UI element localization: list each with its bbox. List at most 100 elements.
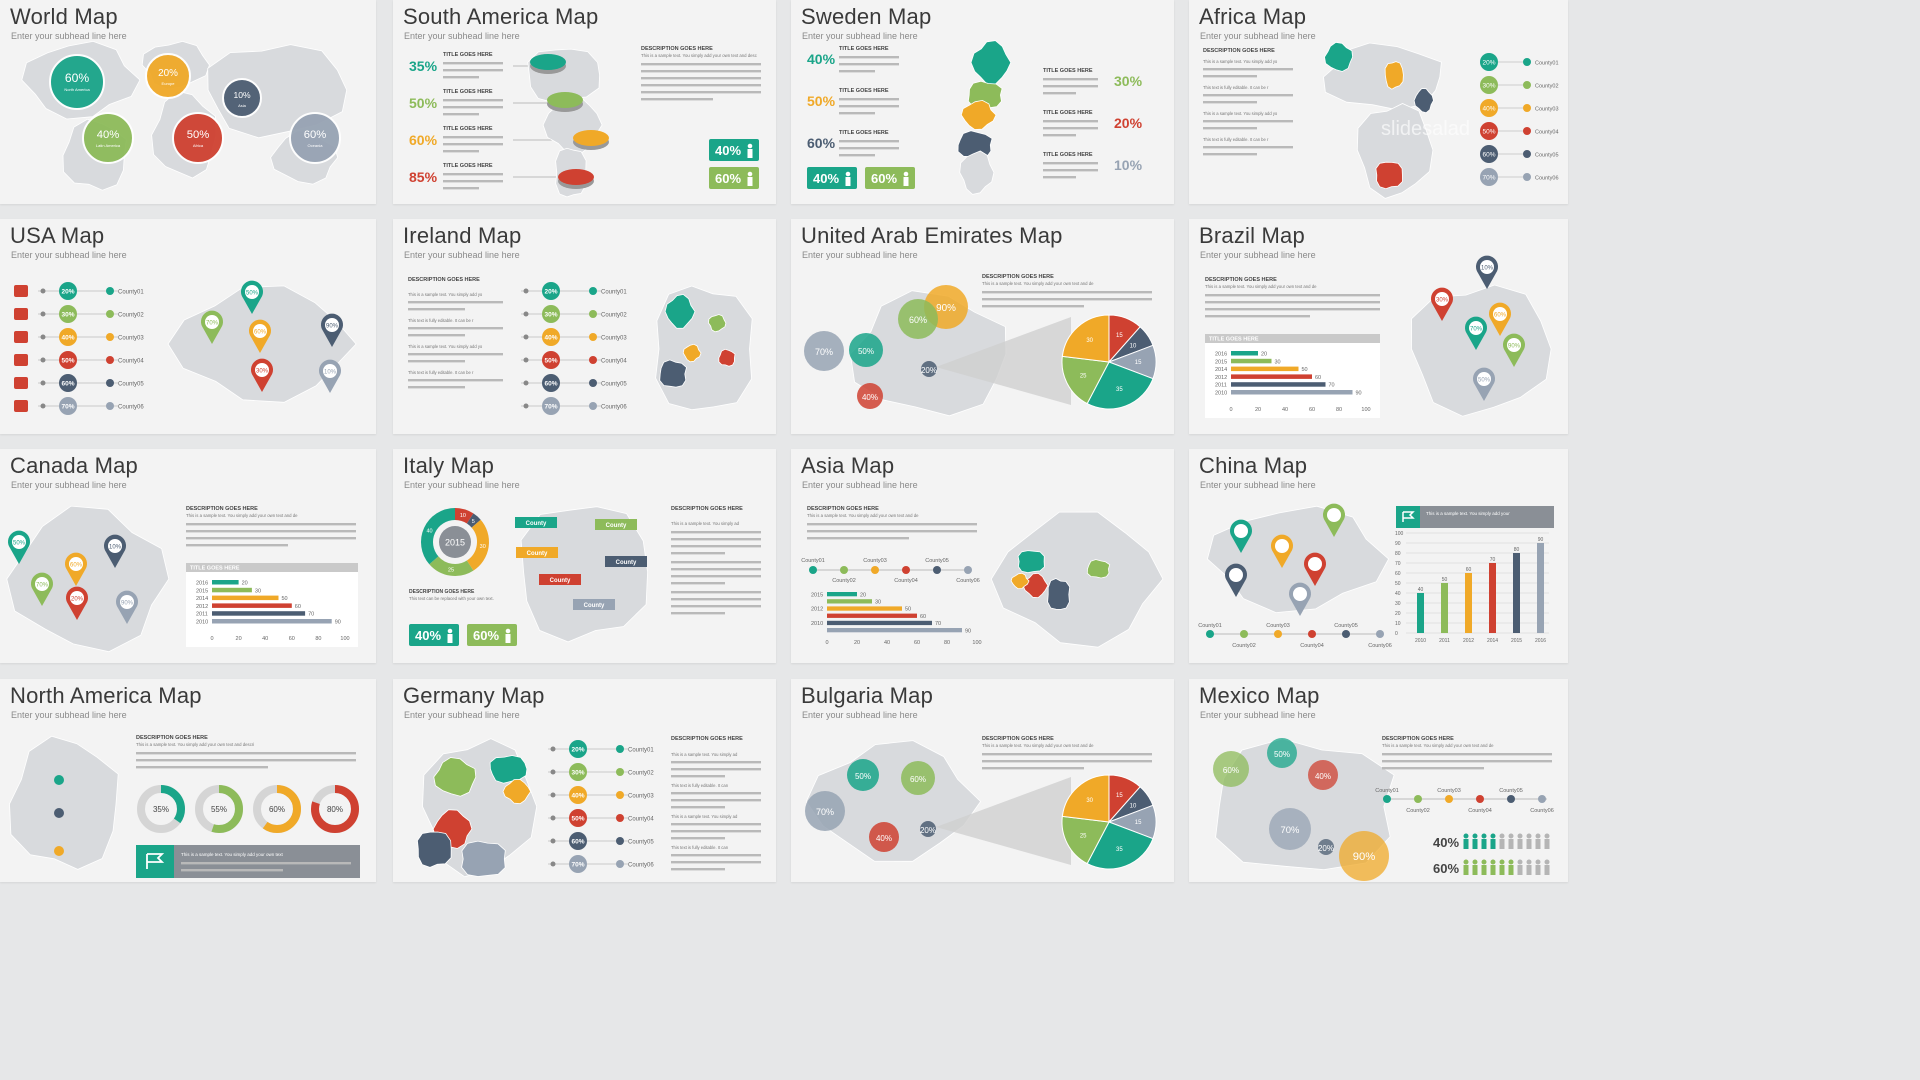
- row-dot: [40, 288, 46, 294]
- county-dot: [616, 745, 624, 753]
- slide-germany-map[interactable]: Germany Map Enter your subhead line here…: [393, 679, 776, 882]
- data-bar: [212, 611, 306, 616]
- description-line: [671, 612, 725, 615]
- location-dot: [54, 808, 64, 818]
- data-bar: [1231, 351, 1258, 356]
- pie-slice-label: 15: [1116, 793, 1123, 799]
- airplane-icon: [14, 377, 28, 389]
- slide-brazil-map[interactable]: Brazil Map Enter your subhead line here …: [1189, 219, 1568, 434]
- county-dot: [1240, 630, 1248, 638]
- bar-year-label: 2011: [196, 612, 208, 618]
- slide-art: 60% North America 20% Europe 10% Asia 40% Latin…: [21, 40, 348, 191]
- person-icon: [845, 171, 851, 177]
- bar-value-label: 60: [295, 604, 301, 610]
- percent-badge: [467, 624, 517, 646]
- map-pin-center: [120, 595, 134, 609]
- county-label: County04: [1300, 643, 1324, 649]
- slide-mexico-map[interactable]: Mexico Map Enter your subhead line here …: [1189, 679, 1568, 882]
- map-pin-center: [1480, 260, 1494, 274]
- county-label: County05: [1499, 788, 1523, 794]
- slide-subhead: Enter your subhead line here: [802, 710, 918, 720]
- left-item-line: [839, 63, 899, 66]
- slide-ireland-map[interactable]: Ireland Map Enter your subhead line here…: [393, 219, 776, 434]
- slide-usa-map[interactable]: USA Map Enter your subhead line here 20%…: [0, 219, 376, 434]
- slide-sweden-map[interactable]: Sweden Map Enter your subhead line here …: [791, 0, 1174, 204]
- description-line: [671, 861, 761, 864]
- map-pin-center: [1507, 338, 1521, 352]
- description-line: [671, 868, 725, 871]
- item-text-line: [443, 187, 479, 190]
- germany-state-1: [433, 757, 477, 797]
- region-bubble: [898, 299, 938, 339]
- percent-value: 40%: [1482, 106, 1495, 113]
- county-dot: [616, 791, 624, 799]
- description-line: [1203, 146, 1293, 149]
- county-label: County06: [601, 405, 627, 411]
- slide-bulgaria-map[interactable]: Bulgaria Map Enter your subhead line her…: [791, 679, 1174, 882]
- item-text-line: [443, 173, 503, 176]
- ring-segment: [421, 508, 456, 565]
- map-pin-value: 90%: [326, 324, 339, 330]
- county-label: County04: [1468, 808, 1492, 814]
- description-line: [1203, 101, 1257, 104]
- slide-italy-map[interactable]: Italy Map Enter your subhead line here 1…: [393, 449, 776, 663]
- africa-country-2: [1384, 61, 1404, 90]
- percent-value: 70%: [61, 404, 74, 411]
- description-line: [186, 530, 356, 533]
- slide-china-map[interactable]: China Map Enter your subhead line here C…: [1189, 449, 1568, 663]
- county-label: County04: [118, 359, 144, 365]
- slide-title: Bulgaria Map: [801, 683, 934, 708]
- bar-year-label: 2010: [1215, 391, 1227, 397]
- people-percent: 60%: [1433, 861, 1459, 876]
- person-icon-body: [1535, 839, 1541, 849]
- right-item-line: [1043, 92, 1076, 95]
- description-line: [1382, 753, 1552, 756]
- slide-title: United Arab Emirates Map: [801, 223, 1063, 248]
- bubble-value: 70%: [815, 347, 833, 357]
- asia-landmass: [990, 511, 1164, 648]
- slide-art: 90% 60% 50% 70% 40% 20% 15 10 15 35 25 30 DESCRIPTIO…: [804, 274, 1157, 417]
- description-line: [982, 760, 1152, 763]
- county-label-box: [595, 519, 637, 530]
- slide-asia-map[interactable]: Asia Map Enter your subhead line here DE…: [791, 449, 1174, 663]
- county-label: County05: [1334, 623, 1358, 629]
- chart-title: TITLE GOES HERE: [190, 566, 240, 572]
- donut-progress: [195, 785, 243, 833]
- person-icon: [1535, 833, 1541, 839]
- right-item-line: [1043, 85, 1098, 88]
- data-bar: [212, 587, 252, 593]
- people-percent: 40%: [1433, 835, 1459, 850]
- pie-slice: [1061, 355, 1110, 405]
- slide-world-map[interactable]: World Map Enter your subhead line here 6…: [0, 0, 376, 204]
- left-item-percent: 50%: [807, 93, 836, 109]
- person-icon-body: [845, 177, 851, 186]
- pie-slice-label: 25: [1080, 374, 1087, 380]
- slide-uae-map[interactable]: United Arab Emirates Map Enter your subh…: [791, 219, 1174, 434]
- bar-value-label: 30: [875, 600, 881, 606]
- person-icon-body: [1463, 865, 1469, 875]
- region-bubble-label: Europe: [162, 81, 176, 86]
- africa-south: [1356, 103, 1434, 199]
- right-item-line: [1043, 176, 1076, 179]
- bubble-value: 50%: [858, 347, 874, 356]
- county-dot: [589, 356, 597, 364]
- axis-tick-label: 60: [1309, 407, 1315, 413]
- slide-south-america-map[interactable]: South America Map Enter your subhead lin…: [393, 0, 776, 204]
- map-pin-value: 90%: [121, 601, 134, 607]
- slide-north-america-map[interactable]: North America Map Enter your subhead lin…: [0, 679, 376, 882]
- region-bubble: [901, 761, 935, 795]
- slide-canada-map[interactable]: Canada Map Enter your subhead line here …: [0, 449, 376, 663]
- percent-circle: [59, 374, 77, 392]
- description-heading: DESCRIPTION GOES HERE: [671, 736, 743, 742]
- county-label: County01: [1535, 61, 1559, 67]
- person-icon: [505, 628, 511, 634]
- data-bar: [827, 606, 902, 611]
- left-item-line: [839, 98, 899, 101]
- item-text-line: [443, 113, 479, 116]
- map-pin-center: [1308, 557, 1322, 571]
- slide-africa-map[interactable]: Africa Map Enter your subhead line here …: [1189, 0, 1568, 204]
- x-axis-year-label: 2016: [1535, 638, 1546, 644]
- y-axis-tick-label: 50: [1395, 581, 1401, 587]
